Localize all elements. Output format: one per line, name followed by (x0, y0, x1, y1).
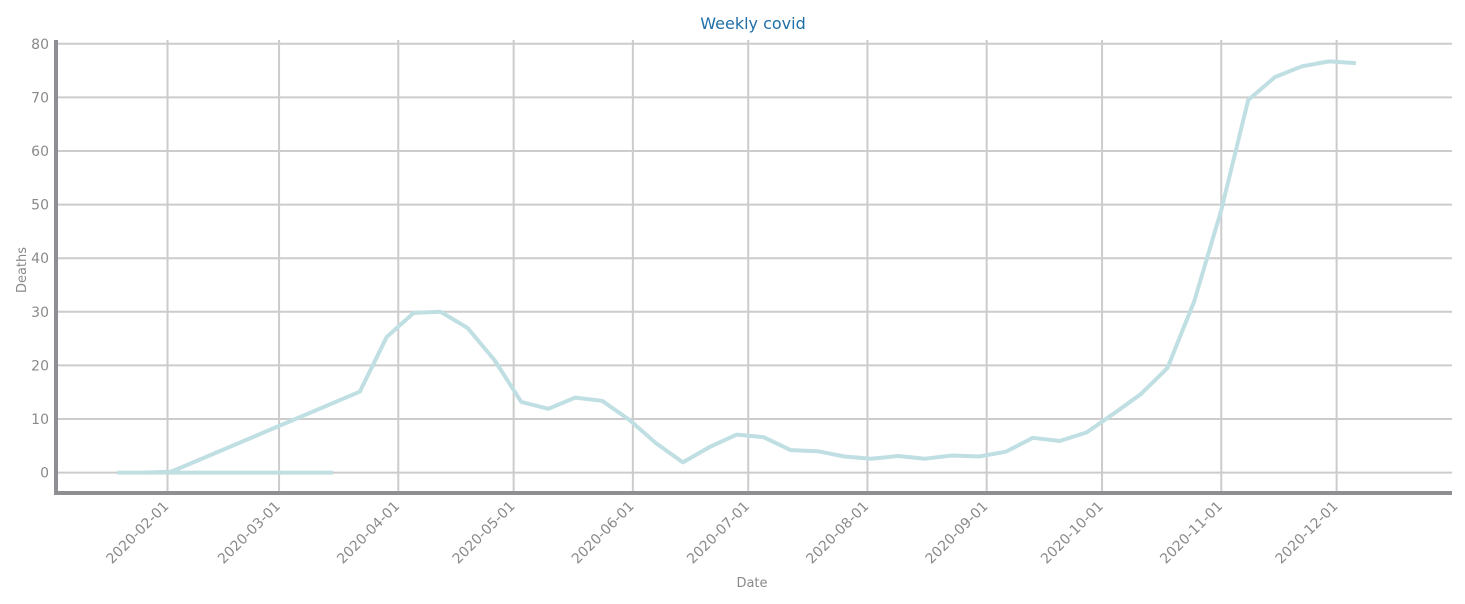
x-tick-label: 2020-03-01 (215, 499, 284, 568)
line-series-2 (144, 59, 1357, 475)
chart-title: Weekly covid (700, 14, 806, 33)
y-tick-label: 80 (31, 37, 49, 53)
x-tick-labels: 2020-02-01 2020-03-01 2020-04-01 2020-05-01… (104, 499, 1342, 568)
x-tick-label: 2020-11-01 (1157, 499, 1226, 568)
x-tick-label: 2020-04-01 (334, 499, 403, 568)
x-tick-label: 2020-10-01 (1038, 499, 1107, 568)
x-tick-label: 2020-06-01 (569, 499, 638, 568)
y-tick-label: 50 (31, 198, 49, 214)
y-tick-label: 10 (31, 412, 49, 428)
x-tick-label: 2020-02-01 (104, 499, 173, 568)
axes (54, 40, 1452, 495)
y-axis-label: Deaths (15, 247, 30, 293)
series-layer (117, 59, 1357, 475)
y-tick-label: 20 (31, 358, 49, 374)
y-tick-labels: 0 10 20 30 40 50 60 70 80 (31, 37, 49, 482)
x-tick-label: 2020-09-01 (923, 499, 992, 568)
y-tick-label: 70 (31, 90, 49, 106)
x-tick-label: 2020-07-01 (684, 499, 753, 568)
grid (56, 40, 1452, 493)
y-tick-label: 30 (31, 305, 49, 321)
x-axis-label: Date (736, 576, 767, 591)
y-tick-label: 60 (31, 144, 49, 160)
x-tick-label: 2020-05-01 (450, 499, 519, 568)
y-tick-label: 40 (31, 251, 49, 267)
x-tick-label: 2020-12-01 (1273, 499, 1342, 568)
x-tick-label: 2020-08-01 (803, 499, 872, 568)
y-tick-label: 0 (40, 466, 49, 482)
